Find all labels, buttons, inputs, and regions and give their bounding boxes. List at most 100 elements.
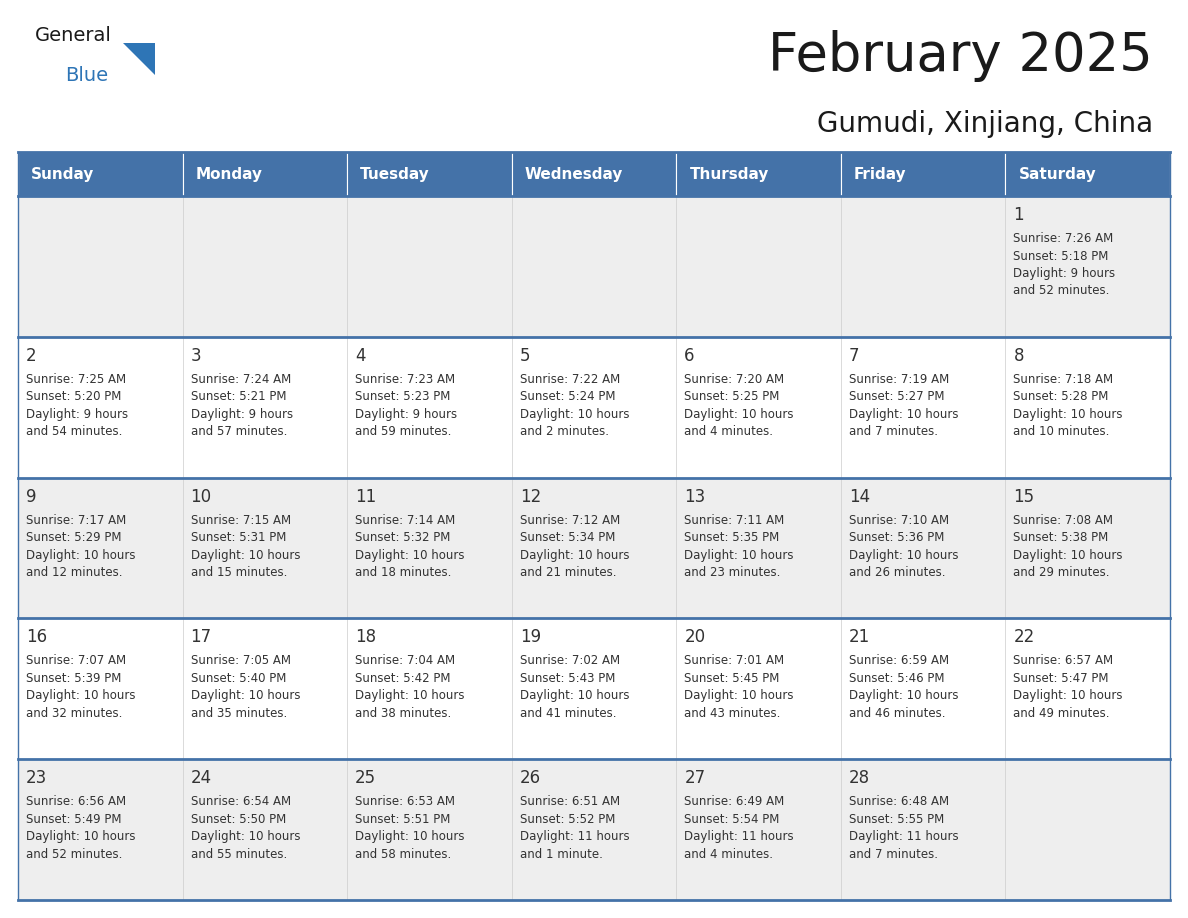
Text: Daylight: 11 hours: Daylight: 11 hours [519, 830, 630, 844]
Text: Gumudi, Xinjiang, China: Gumudi, Xinjiang, China [817, 110, 1154, 138]
Text: and 41 minutes.: and 41 minutes. [519, 707, 617, 720]
Text: 27: 27 [684, 769, 706, 788]
Text: Daylight: 10 hours: Daylight: 10 hours [519, 689, 630, 702]
Text: Daylight: 10 hours: Daylight: 10 hours [519, 408, 630, 420]
Text: Sunrise: 6:56 AM: Sunrise: 6:56 AM [26, 795, 126, 808]
Text: Sunset: 5:24 PM: Sunset: 5:24 PM [519, 390, 615, 403]
Text: 15: 15 [1013, 487, 1035, 506]
Text: Sunset: 5:52 PM: Sunset: 5:52 PM [519, 812, 615, 825]
Text: Sunrise: 7:18 AM: Sunrise: 7:18 AM [1013, 373, 1113, 386]
Text: Sunrise: 7:14 AM: Sunrise: 7:14 AM [355, 513, 455, 527]
Text: Daylight: 10 hours: Daylight: 10 hours [26, 549, 135, 562]
Polygon shape [124, 43, 154, 75]
Text: and 12 minutes.: and 12 minutes. [26, 566, 122, 579]
Text: and 26 minutes.: and 26 minutes. [849, 566, 946, 579]
Text: Sunrise: 6:59 AM: Sunrise: 6:59 AM [849, 655, 949, 667]
Text: Sunrise: 7:10 AM: Sunrise: 7:10 AM [849, 513, 949, 527]
Text: Sunset: 5:32 PM: Sunset: 5:32 PM [355, 532, 450, 544]
Text: Sunset: 5:39 PM: Sunset: 5:39 PM [26, 672, 121, 685]
Text: and 35 minutes.: and 35 minutes. [190, 707, 286, 720]
Text: 5: 5 [519, 347, 530, 364]
Text: Sunrise: 7:07 AM: Sunrise: 7:07 AM [26, 655, 126, 667]
Text: 22: 22 [1013, 629, 1035, 646]
Text: Sunrise: 6:48 AM: Sunrise: 6:48 AM [849, 795, 949, 808]
Text: Sunrise: 7:11 AM: Sunrise: 7:11 AM [684, 513, 784, 527]
Text: Sunrise: 7:15 AM: Sunrise: 7:15 AM [190, 513, 291, 527]
Text: and 2 minutes.: and 2 minutes. [519, 425, 608, 438]
Text: Sunset: 5:23 PM: Sunset: 5:23 PM [355, 390, 450, 403]
Text: and 59 minutes.: and 59 minutes. [355, 425, 451, 438]
Text: and 52 minutes.: and 52 minutes. [1013, 285, 1110, 297]
Text: Sunset: 5:55 PM: Sunset: 5:55 PM [849, 812, 944, 825]
Bar [841, 152, 1005, 196]
Bar [347, 152, 512, 196]
Text: Sunrise: 7:22 AM: Sunrise: 7:22 AM [519, 373, 620, 386]
Text: Saturday: Saturday [1018, 166, 1097, 182]
Text: Sunrise: 7:08 AM: Sunrise: 7:08 AM [1013, 513, 1113, 527]
Text: Thursday: Thursday [689, 166, 769, 182]
Text: and 49 minutes.: and 49 minutes. [1013, 707, 1110, 720]
Text: Monday: Monday [196, 166, 263, 182]
Text: Sunrise: 6:57 AM: Sunrise: 6:57 AM [1013, 655, 1113, 667]
Text: General: General [34, 26, 112, 45]
Text: Sunset: 5:34 PM: Sunset: 5:34 PM [519, 532, 615, 544]
Bar [676, 152, 841, 196]
Text: 18: 18 [355, 629, 377, 646]
Text: Sunrise: 7:04 AM: Sunrise: 7:04 AM [355, 655, 455, 667]
Text: Sunrise: 7:20 AM: Sunrise: 7:20 AM [684, 373, 784, 386]
Text: Sunrise: 7:26 AM: Sunrise: 7:26 AM [1013, 232, 1113, 245]
Text: 9: 9 [26, 487, 37, 506]
Text: 23: 23 [26, 769, 48, 788]
Bar [18, 337, 1170, 477]
Text: Sunset: 5:43 PM: Sunset: 5:43 PM [519, 672, 615, 685]
Bar [18, 196, 1170, 337]
Text: 20: 20 [684, 629, 706, 646]
Text: 14: 14 [849, 487, 870, 506]
Text: February 2025: February 2025 [769, 30, 1154, 82]
Text: and 52 minutes.: and 52 minutes. [26, 847, 122, 861]
Text: 11: 11 [355, 487, 377, 506]
Text: Sunrise: 6:49 AM: Sunrise: 6:49 AM [684, 795, 784, 808]
Text: Sunrise: 7:19 AM: Sunrise: 7:19 AM [849, 373, 949, 386]
Text: Blue: Blue [65, 66, 108, 85]
Text: and 15 minutes.: and 15 minutes. [190, 566, 287, 579]
Text: and 7 minutes.: and 7 minutes. [849, 425, 937, 438]
Text: Sunset: 5:35 PM: Sunset: 5:35 PM [684, 532, 779, 544]
Text: Daylight: 10 hours: Daylight: 10 hours [355, 689, 465, 702]
Text: Friday: Friday [854, 166, 906, 182]
Text: 16: 16 [26, 629, 48, 646]
Text: Daylight: 10 hours: Daylight: 10 hours [355, 830, 465, 844]
Text: 25: 25 [355, 769, 377, 788]
Text: Daylight: 10 hours: Daylight: 10 hours [849, 408, 959, 420]
Text: Sunset: 5:21 PM: Sunset: 5:21 PM [190, 390, 286, 403]
Text: and 55 minutes.: and 55 minutes. [190, 847, 286, 861]
Text: 26: 26 [519, 769, 541, 788]
Text: Daylight: 10 hours: Daylight: 10 hours [190, 830, 301, 844]
Text: Daylight: 10 hours: Daylight: 10 hours [684, 689, 794, 702]
Bar [18, 759, 1170, 900]
Text: Daylight: 9 hours: Daylight: 9 hours [190, 408, 292, 420]
Text: and 38 minutes.: and 38 minutes. [355, 707, 451, 720]
Text: Sunset: 5:38 PM: Sunset: 5:38 PM [1013, 532, 1108, 544]
Text: and 46 minutes.: and 46 minutes. [849, 707, 946, 720]
Text: Sunset: 5:36 PM: Sunset: 5:36 PM [849, 532, 944, 544]
Text: Daylight: 10 hours: Daylight: 10 hours [1013, 408, 1123, 420]
Text: Daylight: 10 hours: Daylight: 10 hours [190, 689, 301, 702]
Text: and 7 minutes.: and 7 minutes. [849, 847, 937, 861]
Text: and 23 minutes.: and 23 minutes. [684, 566, 781, 579]
Text: Sunrise: 7:17 AM: Sunrise: 7:17 AM [26, 513, 126, 527]
Text: Sunrise: 7:05 AM: Sunrise: 7:05 AM [190, 655, 291, 667]
Text: Sunday: Sunday [31, 166, 95, 182]
Text: 21: 21 [849, 629, 870, 646]
Text: Sunset: 5:18 PM: Sunset: 5:18 PM [1013, 250, 1108, 263]
Text: and 18 minutes.: and 18 minutes. [355, 566, 451, 579]
Text: and 1 minute.: and 1 minute. [519, 847, 602, 861]
Text: 12: 12 [519, 487, 541, 506]
Bar [183, 152, 347, 196]
Text: and 58 minutes.: and 58 minutes. [355, 847, 451, 861]
Text: Sunset: 5:45 PM: Sunset: 5:45 PM [684, 672, 779, 685]
Text: 4: 4 [355, 347, 366, 364]
Text: and 21 minutes.: and 21 minutes. [519, 566, 617, 579]
Text: Sunset: 5:42 PM: Sunset: 5:42 PM [355, 672, 450, 685]
Text: 1: 1 [1013, 206, 1024, 224]
